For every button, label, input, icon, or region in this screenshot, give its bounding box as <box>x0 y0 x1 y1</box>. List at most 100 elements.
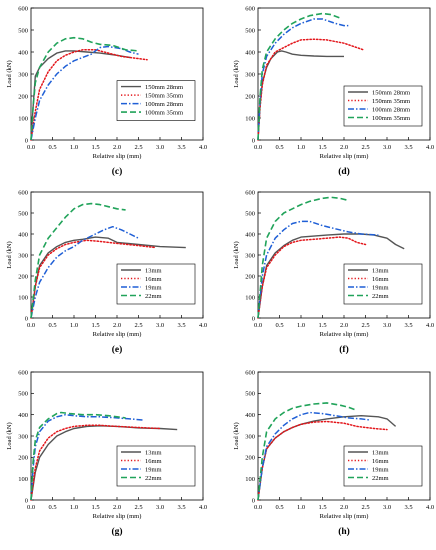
y-tick-label: 0 <box>25 315 28 322</box>
legend-label: 13mm <box>145 449 162 456</box>
y-tick-label: 400 <box>245 231 255 238</box>
legend-label: 150mm 35mm <box>145 92 183 99</box>
x-tick-label: 1.0 <box>297 322 305 329</box>
x-tick-label: 2.0 <box>340 504 348 511</box>
x-tick-label: 3.5 <box>177 322 185 329</box>
y-tick-label: 300 <box>245 71 255 78</box>
x-tick-label: 3.5 <box>404 322 412 329</box>
y-tick-label: 600 <box>18 369 28 376</box>
x-tick-label: 0.0 <box>254 322 262 329</box>
y-tick-label: 500 <box>18 210 28 217</box>
y-tick-label: 200 <box>245 455 255 462</box>
x-axis-label: Relative slip (mm) <box>320 331 369 338</box>
y-tick-label: 300 <box>18 71 28 78</box>
y-tick-label: 200 <box>18 455 28 462</box>
series-line-0 <box>257 50 344 141</box>
y-tick-label: 100 <box>18 294 28 301</box>
y-tick-label: 0 <box>252 315 255 322</box>
x-tick-label: 3.0 <box>156 144 164 151</box>
legend-label: 150mm 28mm <box>372 89 410 96</box>
y-tick-label: 600 <box>18 5 28 12</box>
y-tick-label: 100 <box>245 115 255 122</box>
panel-label: (h) <box>338 526 350 537</box>
y-axis-label: Load (kN) <box>6 422 13 449</box>
x-tick-label: 2.0 <box>340 322 348 329</box>
x-axis-label: Relative slip (mm) <box>320 153 369 160</box>
y-tick-label: 200 <box>18 93 28 100</box>
x-tick-label: 3.0 <box>383 144 391 151</box>
y-tick-label: 100 <box>18 476 28 483</box>
x-axis-label: Relative slip (mm) <box>93 331 142 338</box>
x-tick-label: 3.5 <box>404 504 412 511</box>
x-tick-label: 0.5 <box>275 144 283 151</box>
series-line-0 <box>30 50 131 141</box>
series-line-1 <box>257 38 365 141</box>
x-tick-label: 3.0 <box>383 322 391 329</box>
x-tick-label: 3.0 <box>156 322 164 329</box>
series-line-3 <box>30 411 126 501</box>
series-line-0 <box>30 236 186 319</box>
x-tick-label: 1.0 <box>297 504 305 511</box>
x-tick-label: 3.5 <box>404 144 412 151</box>
series-line-2 <box>30 225 139 319</box>
y-axis-label: Load (kN) <box>6 241 13 268</box>
y-tick-label: 0 <box>252 137 255 144</box>
legend-label: 100mm 28mm <box>372 106 410 113</box>
y-tick-label: 200 <box>245 93 255 100</box>
x-tick-label: 1.5 <box>91 504 99 511</box>
x-tick-label: 1.5 <box>318 144 326 151</box>
y-axis-label: Load (kN) <box>6 60 13 87</box>
x-tick-label: 0.0 <box>27 504 35 511</box>
y-tick-label: 300 <box>245 433 255 440</box>
x-tick-label: 0.0 <box>27 322 35 329</box>
x-tick-label: 3.0 <box>383 504 391 511</box>
chart-panel-5: 0.0 0.5 1.0 1.5 2.0 2.5 3.0 3.5 4.0 0 100 200 300 400… <box>233 369 434 537</box>
y-tick-label: 400 <box>18 231 28 238</box>
y-tick-label: 400 <box>18 412 28 419</box>
x-tick-label: 0.5 <box>48 504 56 511</box>
x-tick-label: 0.5 <box>48 144 56 151</box>
y-tick-label: 100 <box>245 294 255 301</box>
x-tick-label: 4.0 <box>426 144 434 151</box>
series-line-1 <box>257 420 388 501</box>
y-tick-label: 100 <box>245 476 255 483</box>
x-tick-label: 1.5 <box>91 322 99 329</box>
legend-label: 19mm <box>372 466 389 473</box>
series-line-2 <box>257 411 370 501</box>
x-tick-label: 0.5 <box>275 322 283 329</box>
legend-label: 22mm <box>372 475 389 482</box>
chart-panel-1: 0.0 0.5 1.0 1.5 2.0 2.5 3.0 3.5 4.0 0 100 200 300 400… <box>233 5 434 177</box>
series-line-3 <box>30 202 126 319</box>
y-tick-label: 100 <box>18 115 28 122</box>
x-tick-label: 1.5 <box>91 144 99 151</box>
legend-label: 100mm 35mm <box>372 115 410 122</box>
y-tick-label: 500 <box>245 391 255 398</box>
series-line-1 <box>30 239 157 319</box>
legend-label: 19mm <box>145 466 162 473</box>
chart-panel-0: 0.0 0.5 1.0 1.5 2.0 2.5 3.0 3.5 4.0 0 100 200 300 400… <box>6 5 207 177</box>
x-tick-label: 4.0 <box>199 144 207 151</box>
x-tick-label: 4.0 <box>426 504 434 511</box>
x-tick-label: 1.0 <box>70 504 78 511</box>
legend-label: 16mm <box>145 276 162 283</box>
legend-label: 13mm <box>145 267 162 274</box>
y-tick-label: 500 <box>245 210 255 217</box>
x-tick-label: 2.0 <box>113 504 121 511</box>
x-tick-label: 4.0 <box>199 504 207 511</box>
y-tick-label: 0 <box>252 497 255 504</box>
legend-label: 22mm <box>145 293 162 300</box>
x-tick-label: 2.5 <box>134 322 142 329</box>
x-tick-label: 3.0 <box>156 504 164 511</box>
x-axis-label: Relative slip (mm) <box>93 153 142 160</box>
y-tick-label: 400 <box>18 49 28 56</box>
y-tick-label: 300 <box>245 252 255 259</box>
series-line-2 <box>257 18 349 141</box>
chart-panel-4: 0.0 0.5 1.0 1.5 2.0 2.5 3.0 3.5 4.0 0 100 200 300 400… <box>6 369 207 537</box>
x-tick-label: 2.0 <box>113 144 121 151</box>
legend-label: 22mm <box>145 475 162 482</box>
y-tick-label: 200 <box>18 273 28 280</box>
series-line-1 <box>30 424 161 501</box>
y-tick-label: 600 <box>245 369 255 376</box>
y-axis-label: Load (kN) <box>233 60 240 87</box>
